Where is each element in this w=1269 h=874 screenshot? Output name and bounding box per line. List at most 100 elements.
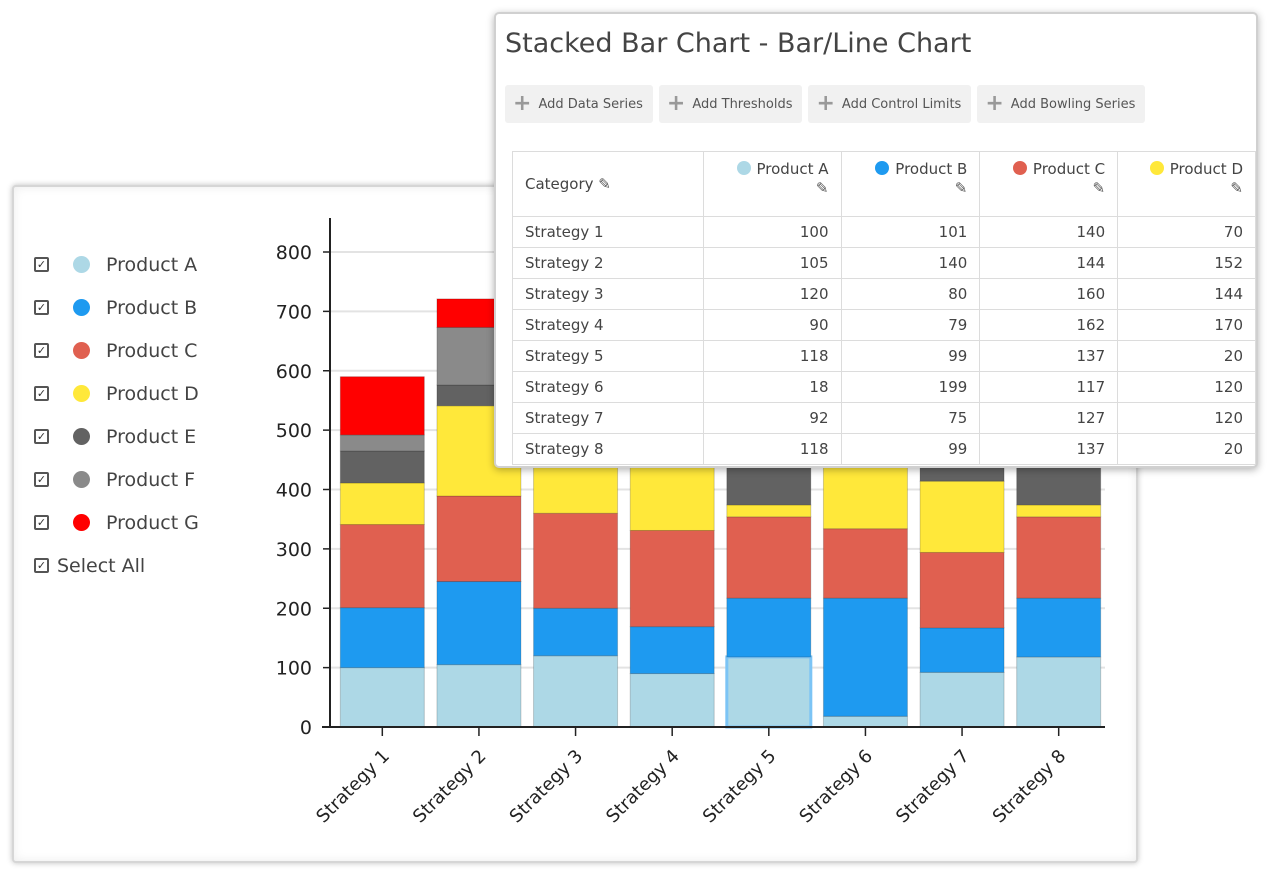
value-cell[interactable]: 92 [702, 402, 842, 434]
value-cell[interactable]: 90 [702, 309, 842, 341]
bar-segment[interactable] [919, 551, 1005, 629]
bar-segment[interactable] [1016, 516, 1102, 599]
add-thresholds-button[interactable]: + Add Thresholds [658, 85, 803, 123]
checkbox[interactable]: ✓ [34, 472, 49, 487]
bar-segment[interactable] [339, 667, 425, 728]
value-cell[interactable]: 152 [1117, 247, 1256, 279]
bar-segment[interactable] [533, 607, 619, 657]
value-cell[interactable]: 120 [1117, 371, 1256, 403]
bar-segment[interactable] [629, 626, 715, 675]
bar-segment[interactable] [822, 456, 908, 530]
bar-segment[interactable] [629, 529, 715, 628]
checkbox[interactable]: ✓ [34, 429, 49, 444]
value-cell[interactable]: 100 [702, 216, 842, 248]
value-cell[interactable]: 170 [1117, 309, 1256, 341]
bar-segment[interactable] [1016, 504, 1102, 518]
value-cell[interactable]: 117 [979, 371, 1119, 403]
bar-segment[interactable] [822, 597, 908, 717]
bar-segment[interactable] [629, 673, 715, 728]
bar-segment[interactable] [339, 376, 425, 436]
column-header[interactable]: Product C ✎ [979, 151, 1119, 217]
category-header[interactable]: Category ✎ [512, 151, 704, 217]
add-bowling-series-button[interactable]: + Add Bowling Series [977, 85, 1146, 123]
column-header[interactable]: Product A ✎ [702, 151, 842, 217]
value-cell[interactable]: 199 [840, 371, 981, 403]
value-cell[interactable]: 137 [979, 340, 1119, 372]
value-cell[interactable]: 127 [979, 402, 1119, 434]
value-cell[interactable]: 18 [702, 371, 842, 403]
value-cell[interactable]: 137 [979, 433, 1119, 465]
value-cell[interactable]: 140 [979, 216, 1119, 248]
value-cell[interactable]: 101 [840, 216, 981, 248]
bar-segment[interactable] [726, 516, 812, 599]
bar-segment[interactable] [919, 671, 1005, 728]
value-cell[interactable]: 79 [840, 309, 981, 341]
bar-segment[interactable] [822, 715, 908, 728]
legend-item[interactable]: ✓ Product A [34, 243, 199, 286]
value-cell[interactable]: 162 [979, 309, 1119, 341]
bar-segment[interactable] [726, 504, 812, 518]
value-cell[interactable]: 99 [840, 433, 981, 465]
bar-segment[interactable] [1016, 656, 1102, 728]
legend-item[interactable]: ✓ Product F [34, 458, 199, 501]
category-cell[interactable]: Strategy 1 [512, 216, 704, 248]
pencil-icon[interactable]: ✎ [954, 179, 968, 197]
value-cell[interactable]: 20 [1117, 433, 1256, 465]
value-cell[interactable]: 140 [840, 247, 981, 279]
value-cell[interactable]: 160 [979, 278, 1119, 310]
category-cell[interactable]: Strategy 6 [512, 371, 704, 403]
bar-segment[interactable] [339, 434, 425, 452]
bar-segment[interactable] [533, 512, 619, 609]
bar-segment[interactable] [436, 495, 522, 583]
checkbox[interactable]: ✓ [34, 300, 49, 315]
bar-segment[interactable] [1016, 597, 1102, 658]
category-cell[interactable]: Strategy 4 [512, 309, 704, 341]
bar-segment[interactable] [919, 627, 1005, 673]
value-cell[interactable]: 99 [840, 340, 981, 372]
category-cell[interactable]: Strategy 2 [512, 247, 704, 279]
category-cell[interactable]: Strategy 7 [512, 402, 704, 434]
category-cell[interactable]: Strategy 3 [512, 278, 704, 310]
value-cell[interactable]: 118 [702, 340, 842, 372]
bar-segment[interactable] [725, 655, 813, 729]
bar-segment[interactable] [339, 524, 425, 609]
value-cell[interactable]: 105 [702, 247, 842, 279]
bar-segment[interactable] [533, 655, 619, 728]
legend-item[interactable]: ✓ Product E [34, 415, 199, 458]
value-cell[interactable]: 144 [979, 247, 1119, 279]
bar-segment[interactable] [822, 528, 908, 599]
add-data-series-button[interactable]: + Add Data Series [505, 85, 653, 123]
value-cell[interactable]: 20 [1117, 340, 1256, 372]
bar-segment[interactable] [919, 480, 1005, 553]
pencil-icon[interactable]: ✎ [1092, 179, 1106, 197]
value-cell[interactable]: 118 [702, 433, 842, 465]
category-cell[interactable]: Strategy 8 [512, 433, 704, 465]
legend-item[interactable]: ✓ Product B [34, 286, 199, 329]
bar-segment[interactable] [339, 607, 425, 669]
bar-segment[interactable] [339, 450, 425, 484]
value-cell[interactable]: 120 [702, 278, 842, 310]
add-control-limits-button[interactable]: + Add Control Limits [808, 85, 972, 123]
bar-segment[interactable] [726, 597, 812, 658]
value-cell[interactable]: 120 [1117, 402, 1256, 434]
value-cell[interactable]: 70 [1117, 216, 1256, 248]
checkbox[interactable]: ✓ [34, 343, 49, 358]
select-all[interactable]: ✓ Select All [34, 544, 199, 587]
bar-segment[interactable] [436, 581, 522, 666]
bar-segment[interactable] [339, 482, 425, 526]
pencil-icon[interactable]: ✎ [815, 179, 829, 197]
value-cell[interactable]: 75 [840, 402, 981, 434]
legend-item[interactable]: ✓ Product G [34, 501, 199, 544]
value-cell[interactable]: 144 [1117, 278, 1256, 310]
category-cell[interactable]: Strategy 5 [512, 340, 704, 372]
pencil-icon[interactable]: ✎ [1230, 179, 1243, 197]
legend-item[interactable]: ✓ Product D [34, 372, 199, 415]
column-header[interactable]: Product B ✎ [840, 151, 981, 217]
checkbox[interactable]: ✓ [34, 257, 49, 272]
checkbox[interactable]: ✓ [34, 558, 49, 573]
checkbox[interactable]: ✓ [34, 515, 49, 530]
bar-segment[interactable] [436, 664, 522, 728]
column-header[interactable]: Product D ✎ [1117, 151, 1256, 217]
value-cell[interactable]: 80 [840, 278, 981, 310]
legend-item[interactable]: ✓ Product C [34, 329, 199, 372]
